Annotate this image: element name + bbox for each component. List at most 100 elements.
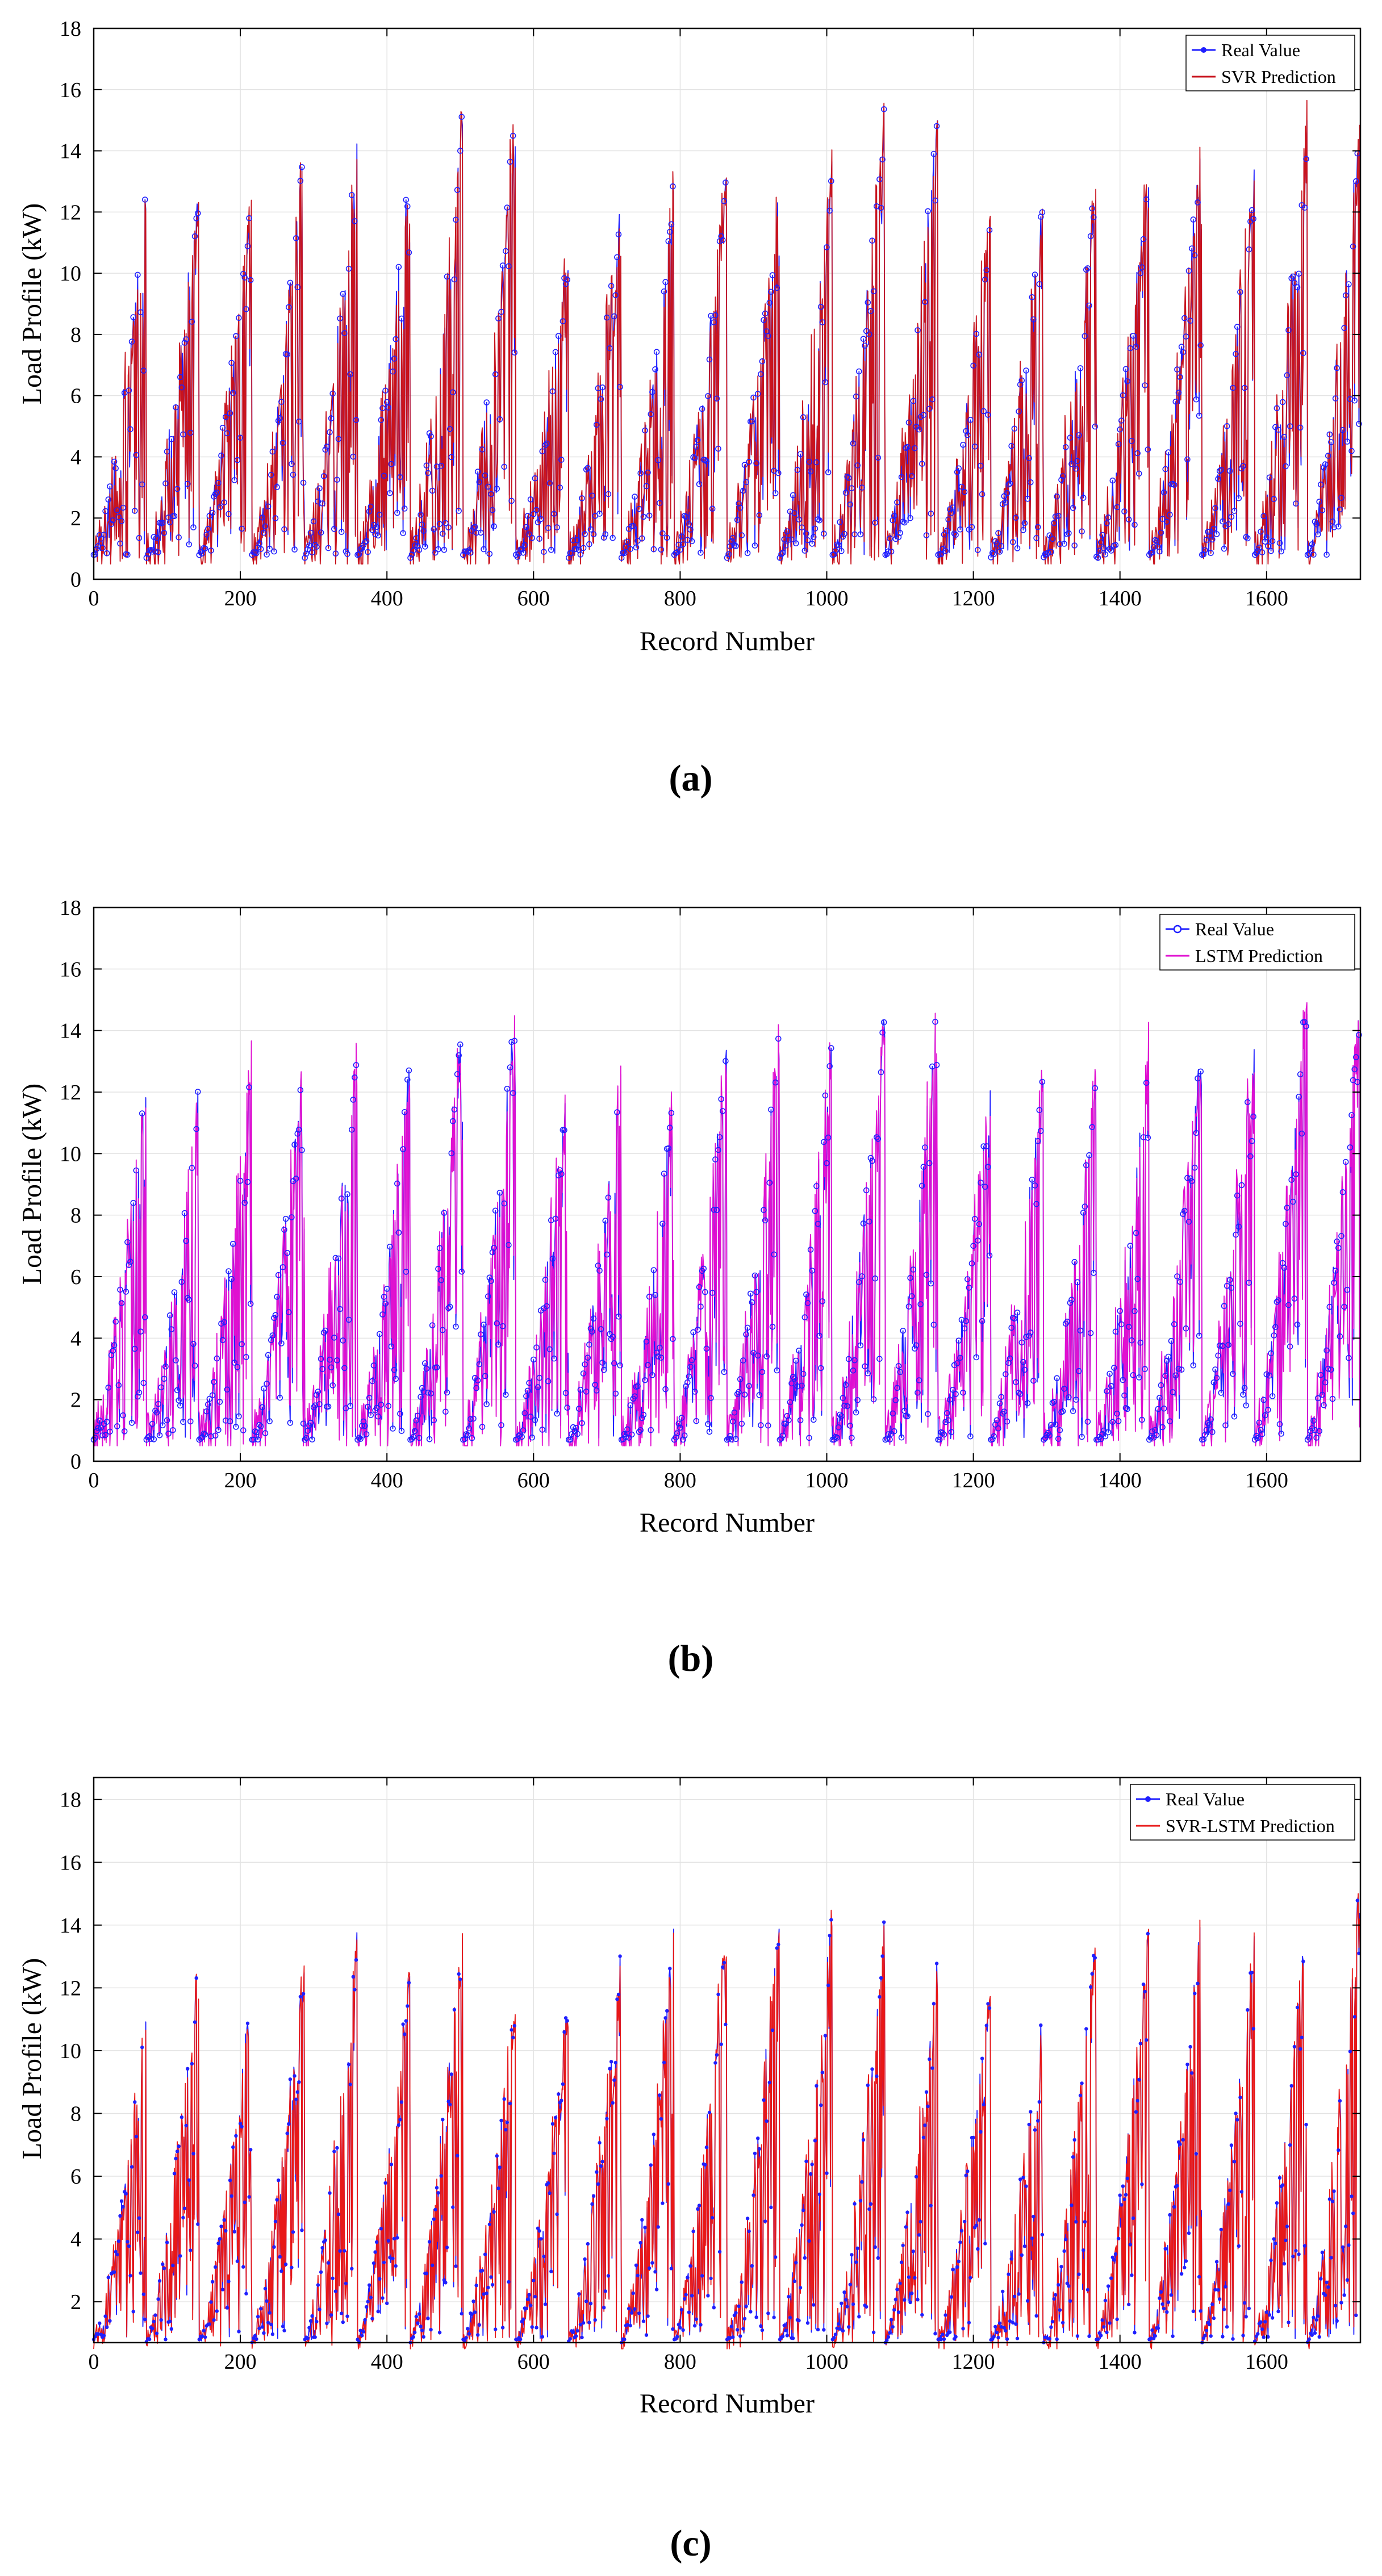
real-value-point — [387, 490, 393, 496]
real-value-point — [745, 2217, 750, 2220]
y-tick-label: 10 — [60, 1142, 81, 1166]
real-value-point — [352, 1074, 358, 1081]
real-value-point — [1274, 2242, 1277, 2245]
real-value-point — [1213, 2288, 1217, 2291]
real-value-point — [1226, 2202, 1230, 2206]
real-value-point — [263, 2286, 268, 2291]
real-value-point — [992, 2335, 996, 2339]
real-value-point — [1183, 2265, 1187, 2270]
real-value-point — [303, 1435, 310, 1441]
real-value-point — [152, 2319, 156, 2324]
real-value-point — [95, 1425, 101, 1431]
real-value-point — [1294, 1322, 1301, 1328]
real-value-point — [1208, 1416, 1214, 1423]
real-value-point — [901, 2243, 905, 2248]
real-value-point — [406, 249, 412, 256]
real-value-point — [882, 1436, 889, 1443]
real-value-point — [1193, 1130, 1200, 1136]
real-value-point — [1222, 2307, 1226, 2311]
real-value-point — [218, 1320, 224, 1327]
x-tick-label: 1000 — [805, 2350, 849, 2374]
real-value-point — [693, 2324, 697, 2328]
real-value-point — [1271, 1332, 1277, 1339]
real-value-point — [1102, 1433, 1109, 1440]
real-value-point — [499, 1323, 506, 1329]
real-value-point — [844, 2298, 848, 2302]
real-value-point — [277, 415, 283, 421]
real-value-point — [995, 1425, 1001, 1432]
real-value-point — [1259, 1431, 1266, 1437]
real-value-point — [537, 2229, 541, 2233]
real-value-point — [1271, 496, 1277, 503]
real-value-point — [728, 2336, 732, 2340]
real-value-point — [142, 196, 148, 203]
real-value-point — [438, 1277, 445, 1283]
real-value-point — [102, 1432, 108, 1438]
x-tick-label: 200 — [224, 2350, 257, 2374]
real-value-point — [737, 1376, 744, 1382]
real-value-point — [508, 2101, 512, 2106]
real-value-point — [1099, 532, 1105, 538]
real-value-point — [825, 469, 832, 475]
real-value-point — [482, 472, 488, 479]
real-value-point — [1079, 1433, 1085, 1440]
real-value-point — [284, 1249, 291, 1256]
real-value-point — [743, 479, 749, 486]
chart-panel-a: 0 200 400 600 800 1000 1200 1400 160002468101214… — [17, 17, 1362, 799]
real-value-point — [219, 424, 226, 431]
real-value-point — [1134, 2110, 1138, 2114]
real-value-point — [1210, 2302, 1214, 2306]
real-value-point — [720, 237, 726, 244]
real-value-point — [1130, 332, 1137, 339]
x-tick-label: 0 — [89, 2350, 99, 2374]
real-value-point — [127, 426, 133, 433]
real-value-point — [431, 1417, 437, 1423]
real-value-point — [270, 2332, 275, 2336]
real-value-point — [1108, 2321, 1112, 2325]
real-value-point — [458, 1268, 465, 1275]
real-value-point — [1122, 2197, 1126, 2201]
real-value-point — [168, 2319, 172, 2323]
real-value-point — [512, 2023, 516, 2028]
real-value-point — [1320, 2251, 1325, 2255]
real-value-point — [272, 515, 279, 521]
prediction-series — [93, 99, 1360, 564]
real-value-point — [901, 519, 908, 526]
real-value-point — [542, 442, 549, 448]
real-value-point — [504, 2128, 508, 2132]
real-value-point — [487, 2222, 492, 2226]
real-value-point — [222, 1417, 229, 1424]
real-value-point — [1082, 2248, 1085, 2252]
real-value-point — [862, 342, 868, 349]
real-value-point — [1291, 1295, 1298, 1302]
real-value-point — [940, 546, 946, 553]
real-value-point — [740, 2280, 744, 2284]
real-value-point — [381, 2296, 385, 2300]
real-value-point — [657, 500, 663, 507]
y-tick-label: 12 — [60, 1081, 81, 1105]
real-value-point — [648, 411, 654, 417]
real-value-point — [282, 2328, 286, 2333]
real-value-point — [92, 1435, 98, 1441]
real-value-point — [1077, 1327, 1084, 1334]
real-value-point — [1049, 1400, 1056, 1406]
real-value-point — [819, 2103, 823, 2107]
real-value-point — [1228, 1285, 1235, 1291]
real-value-point — [669, 2266, 674, 2270]
legend: Real Value LSTM Prediction — [1159, 914, 1355, 971]
real-value-point — [340, 2311, 344, 2315]
real-value-point — [320, 2245, 324, 2250]
real-value-point — [444, 273, 450, 280]
real-value-point — [757, 2147, 762, 2151]
real-value-point — [759, 2324, 763, 2328]
real-value-point — [1014, 1310, 1021, 1316]
real-value-point — [136, 534, 143, 541]
real-value-point — [106, 2276, 110, 2280]
real-value-point — [1158, 2296, 1162, 2300]
real-value-point — [1274, 405, 1280, 412]
real-value-point — [429, 487, 436, 494]
real-value-point — [306, 2336, 310, 2340]
real-value-point — [955, 2265, 959, 2269]
real-value-point — [476, 1361, 483, 1368]
real-value-point — [716, 1134, 723, 1140]
